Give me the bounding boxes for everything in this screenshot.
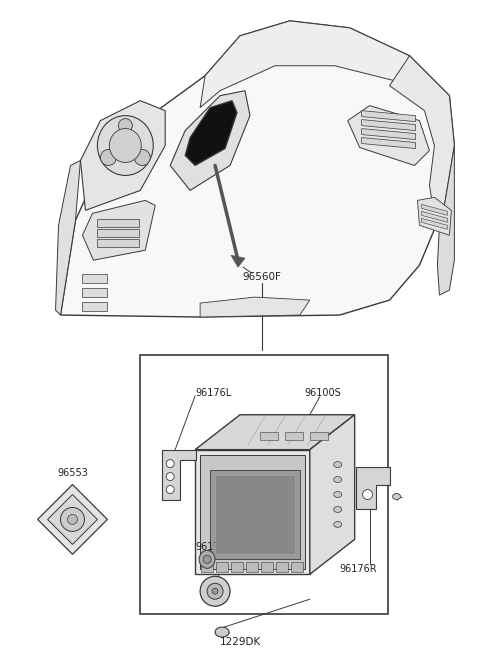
Polygon shape: [356, 466, 390, 510]
Polygon shape: [162, 449, 196, 500]
Polygon shape: [200, 455, 305, 569]
Ellipse shape: [68, 514, 77, 525]
Ellipse shape: [100, 149, 116, 166]
Ellipse shape: [97, 116, 153, 176]
Ellipse shape: [200, 576, 230, 606]
Text: 1229DK: 1229DK: [219, 637, 261, 647]
Ellipse shape: [334, 506, 342, 512]
Ellipse shape: [203, 555, 211, 563]
Bar: [97, 229, 139, 237]
Bar: [83, 288, 108, 297]
Text: 96176R: 96176R: [340, 565, 377, 574]
Polygon shape: [48, 495, 97, 544]
Text: 96560F: 96560F: [242, 272, 281, 282]
Polygon shape: [200, 297, 310, 317]
Bar: [246, 563, 258, 572]
Bar: [310, 432, 328, 440]
Polygon shape: [170, 90, 250, 191]
Bar: [97, 219, 139, 227]
Polygon shape: [361, 120, 416, 130]
Bar: [83, 274, 108, 283]
Bar: [97, 239, 139, 247]
Polygon shape: [185, 101, 237, 166]
Polygon shape: [361, 138, 416, 149]
Ellipse shape: [334, 462, 342, 468]
Ellipse shape: [212, 588, 218, 594]
Text: 96553: 96553: [57, 468, 88, 477]
Polygon shape: [437, 145, 455, 295]
Bar: [276, 563, 288, 572]
Polygon shape: [310, 415, 355, 574]
Bar: [291, 563, 303, 572]
Ellipse shape: [109, 128, 141, 162]
Bar: [216, 563, 228, 572]
Polygon shape: [418, 197, 451, 235]
Bar: [83, 302, 108, 311]
Polygon shape: [37, 485, 108, 554]
Ellipse shape: [393, 493, 400, 500]
Bar: [285, 432, 303, 440]
Ellipse shape: [166, 460, 174, 468]
Polygon shape: [83, 200, 155, 260]
Ellipse shape: [334, 491, 342, 498]
Polygon shape: [200, 21, 449, 111]
Polygon shape: [60, 21, 455, 317]
Polygon shape: [361, 111, 416, 122]
Polygon shape: [215, 475, 295, 554]
Bar: [261, 563, 273, 572]
Bar: [201, 563, 213, 572]
Polygon shape: [361, 128, 416, 140]
Bar: [140, 355, 387, 614]
Bar: [231, 563, 243, 572]
Polygon shape: [421, 218, 447, 229]
Ellipse shape: [60, 508, 84, 531]
Text: 96100S: 96100S: [305, 388, 342, 398]
Polygon shape: [56, 160, 81, 315]
Polygon shape: [348, 105, 430, 166]
Ellipse shape: [119, 119, 132, 132]
Polygon shape: [210, 470, 300, 559]
Text: 96176L: 96176L: [195, 388, 231, 398]
Polygon shape: [195, 449, 310, 574]
Ellipse shape: [166, 472, 174, 481]
Ellipse shape: [199, 550, 215, 569]
Polygon shape: [421, 212, 447, 222]
Text: 96173: 96173: [195, 542, 226, 552]
Ellipse shape: [215, 627, 229, 637]
Ellipse shape: [207, 583, 223, 599]
Ellipse shape: [363, 489, 372, 500]
Polygon shape: [195, 415, 355, 449]
Ellipse shape: [334, 521, 342, 527]
Polygon shape: [390, 56, 455, 215]
Polygon shape: [81, 101, 165, 210]
Polygon shape: [421, 204, 447, 215]
Ellipse shape: [134, 149, 150, 166]
Polygon shape: [231, 255, 245, 267]
Ellipse shape: [166, 485, 174, 493]
Bar: [260, 432, 278, 440]
Ellipse shape: [334, 477, 342, 483]
